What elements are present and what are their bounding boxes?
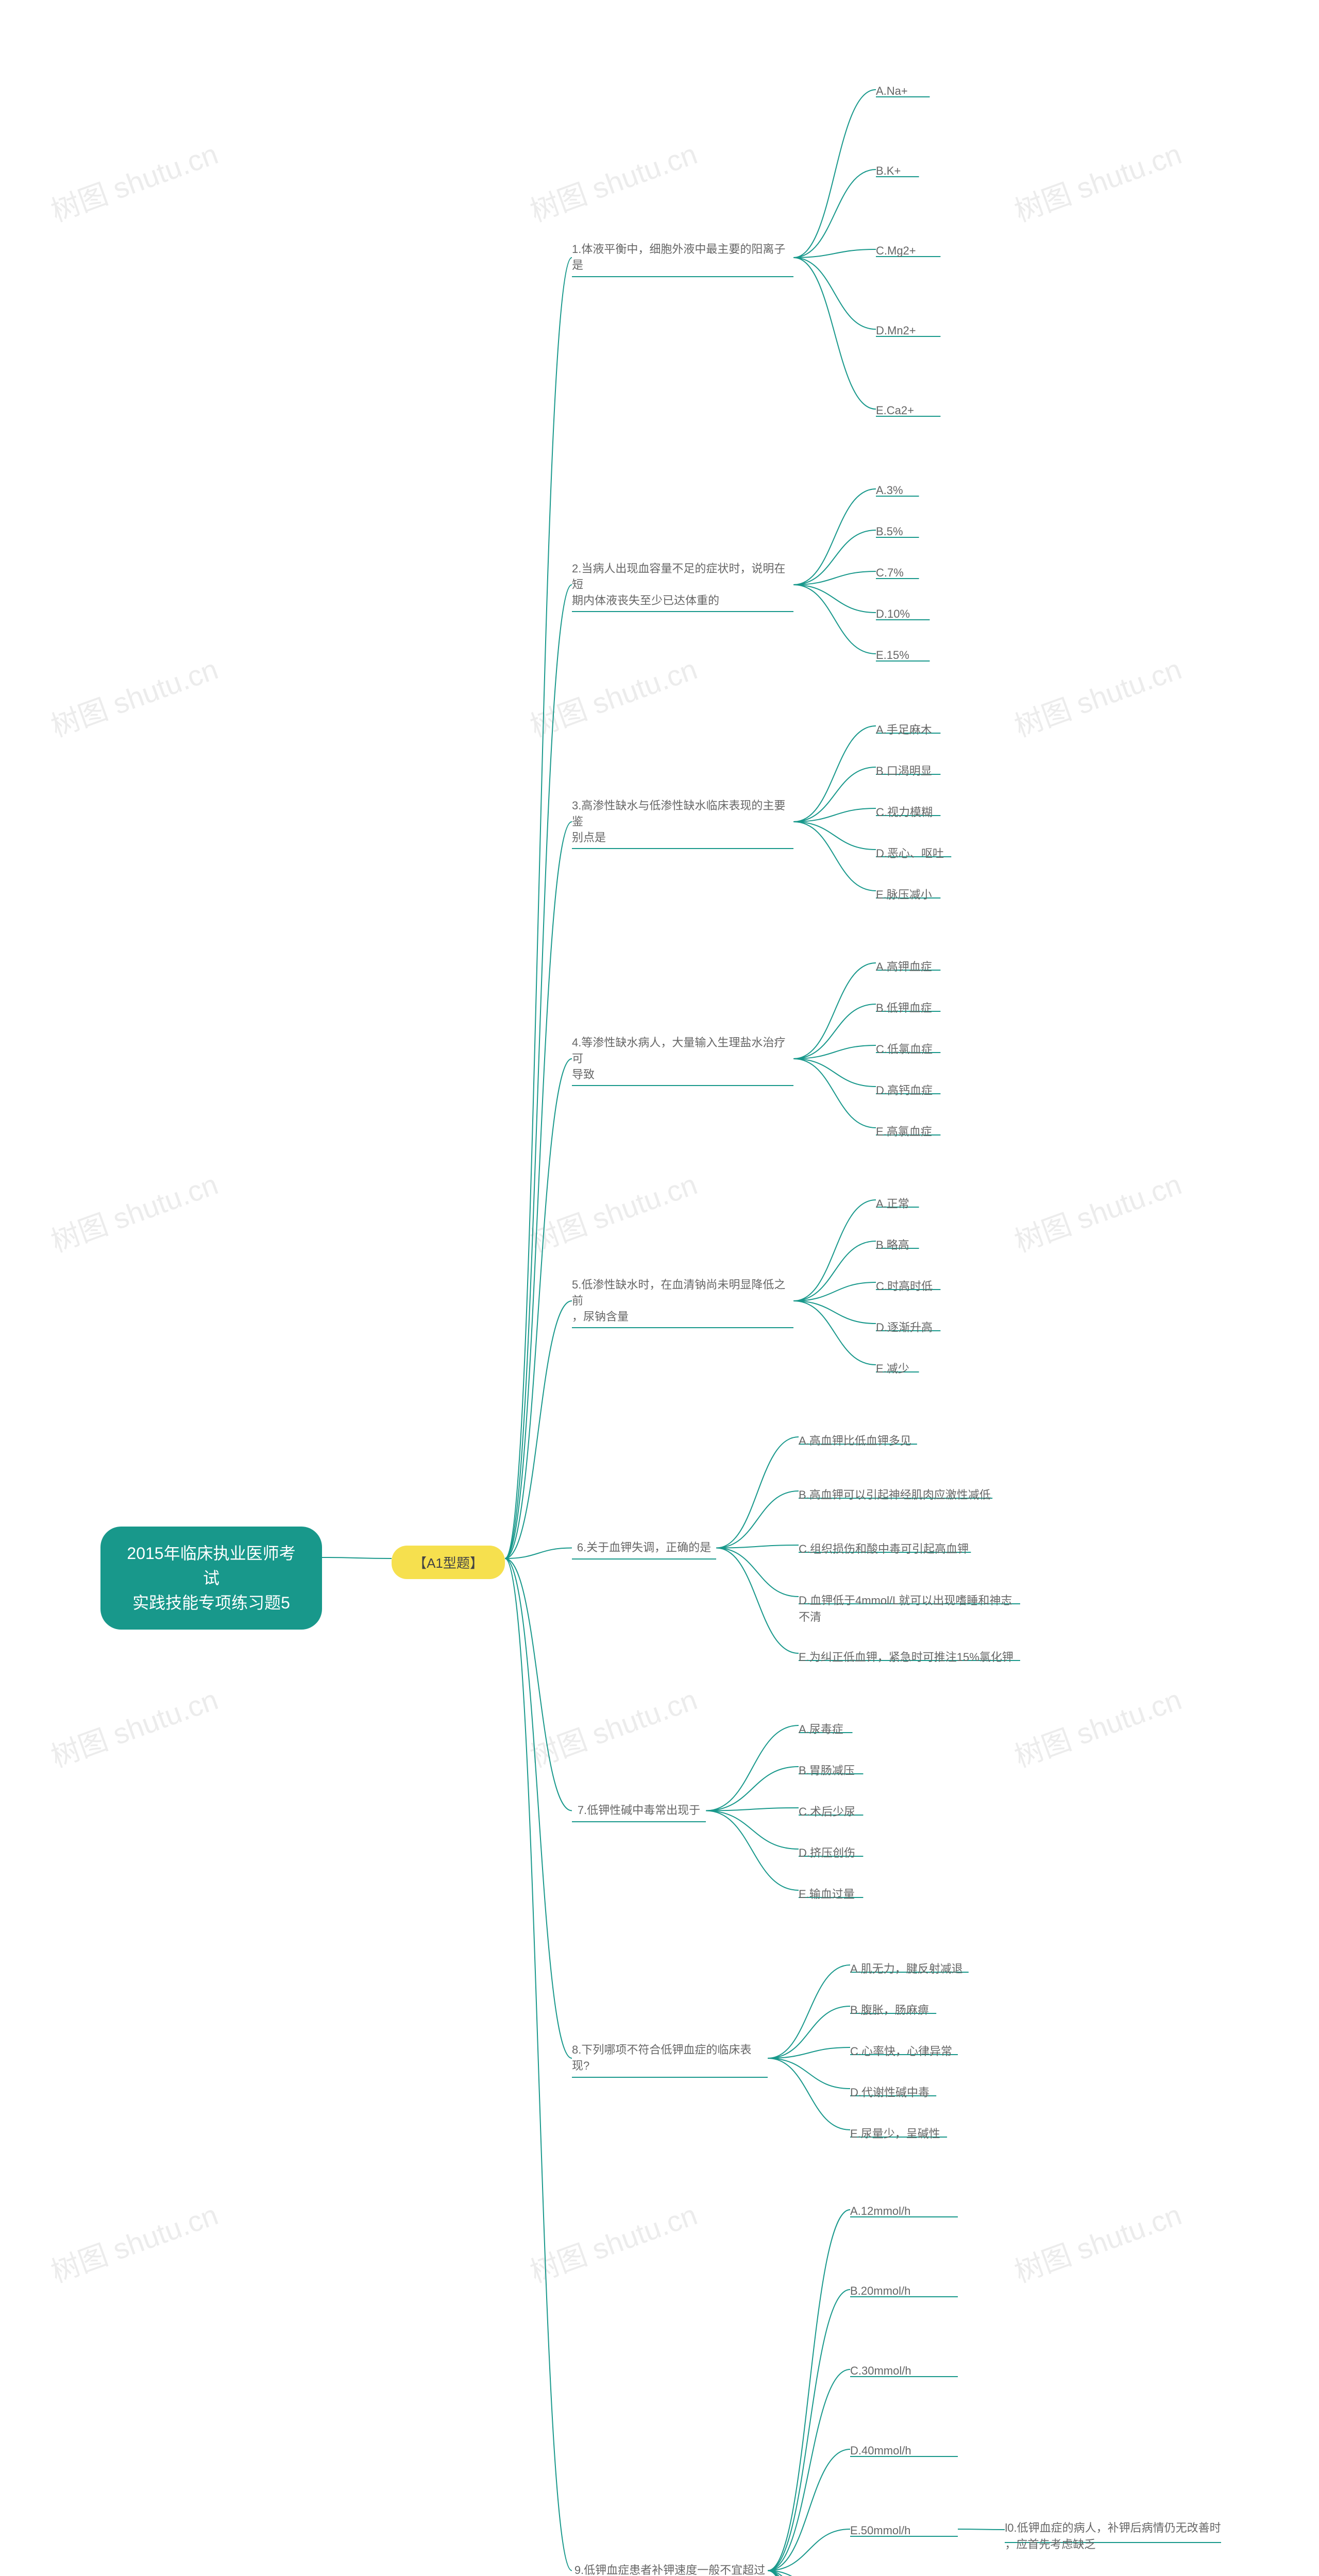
q2-opt-1: B.5%	[876, 523, 903, 540]
q3-opt-3: D.恶心、呕吐	[876, 842, 944, 863]
q2-opt-4: E.15%	[876, 647, 909, 664]
q7-opt-4: E.输血过量	[799, 1883, 855, 1904]
q8-opt-2: C.心率快，心律异常	[850, 2040, 952, 2061]
q8-opt-0: A.肌无力，腱反射减退	[850, 1958, 963, 1978]
q9-opt-4-sub: l0.低钾血症的病人，补钾后病情仍无改善时，应首先考虑缺乏	[1005, 2517, 1221, 2554]
q6-opt-2: C.组织损伤和酸中毒可引起高血钾	[799, 1538, 969, 1558]
q7-opt-2: C.术后少尿	[799, 1801, 855, 1821]
q8-opt-3: D.代谢性碱中毒	[850, 2081, 929, 2102]
q1-opt-0: A.Na+	[876, 82, 908, 100]
q4-opt-4: E.高氯血症	[876, 1121, 932, 1141]
q9-opt-0: A.12mmol/h	[850, 2202, 910, 2220]
q9-opt-3: D.40mmol/h	[850, 2442, 911, 2460]
q5-opt-4: E.减少	[876, 1358, 909, 1378]
q6-opt-4: E.为纠正低血钾，紧急时可推注15%氯化钾	[799, 1646, 1013, 1667]
q7-opt-3: D.挤压创伤	[799, 1842, 855, 1862]
q9-opt-2: C.30mmol/h	[850, 2362, 911, 2380]
q8-opt-1: B.腹胀，肠麻痹	[850, 1999, 929, 2020]
q6-opt-0: A.高血钾比低血钾多见	[799, 1430, 911, 1450]
question-7: 7.低钾性碱中毒常出现于	[572, 1801, 706, 1821]
q9-opt-1: B.20mmol/h	[850, 2282, 910, 2300]
q3-opt-1: B.口渴明显	[876, 760, 932, 781]
q1-opt-2: C.Mg2+	[876, 242, 916, 260]
q1-opt-3: D.Mn2+	[876, 322, 916, 340]
q6-opt-1: B.高血钾可以引起神经肌肉应激性减低	[799, 1484, 991, 1504]
q3-opt-2: C.视力模糊	[876, 801, 933, 822]
q4-opt-3: D.高钙血症	[876, 1079, 933, 1100]
q2-opt-2: C.7%	[876, 564, 904, 582]
question-9: 9.低钾血症患者补钾速度一般不宜超过	[572, 2561, 768, 2576]
q1-opt-1: B.K+	[876, 162, 901, 180]
q2-opt-0: A.3%	[876, 482, 903, 499]
q8-opt-4: E.尿量少，呈碱性	[850, 2123, 940, 2143]
q5-opt-3: D.逐渐升高	[876, 1316, 933, 1337]
q3-opt-4: E.脉压减小	[876, 884, 932, 904]
question-5: 5.低渗性缺水时，在血清钠尚未明显降低之前，尿钠含量	[572, 1275, 793, 1327]
q7-opt-0: A.尿毒症	[799, 1718, 843, 1739]
q9-opt-4: E.50mmol/h	[850, 2522, 910, 2539]
root-node: 2015年临床执业医师考试实践技能专项练习题5	[100, 1527, 322, 1630]
q1-opt-4: E.Ca2+	[876, 402, 914, 419]
question-2: 2.当病人出现血容量不足的症状时，说明在短期内体液丧失至少已达体重的	[572, 559, 793, 611]
q5-opt-1: B.略高	[876, 1234, 909, 1255]
q5-opt-0: A.正常	[876, 1193, 909, 1213]
mindmap-container: 2015年临床执业医师考试实践技能专项练习题5 【A1型题】 1.体液平衡中，细胞外…	[0, 0, 1319, 2576]
q3-opt-0: A.手足麻木	[876, 719, 932, 739]
q5-opt-2: C.时高时低	[876, 1275, 933, 1296]
question-1: 1.体液平衡中，细胞外液中最主要的阳离子是	[572, 240, 793, 276]
question-3: 3.高渗性缺水与低渗性缺水临床表现的主要鉴别点是	[572, 796, 793, 848]
q4-opt-1: B.低钾血症	[876, 997, 932, 1018]
question-4: 4.等渗性缺水病人，大量输入生理盐水治疗可导致	[572, 1033, 793, 1084]
q7-opt-1: B.胃肠减压	[799, 1759, 855, 1780]
q4-opt-0: A.高钾血症	[876, 956, 932, 976]
question-8: 8.下列哪项不符合低钾血症的临床表现?	[572, 2040, 768, 2076]
level1-node: 【A1型题】	[392, 1546, 505, 1579]
q4-opt-2: C.低氯血症	[876, 1038, 933, 1059]
q6-opt-3: D.血钾低于4mmol/L就可以出现嗜睡和神志不清	[799, 1589, 1012, 1626]
q2-opt-3: D.10%	[876, 605, 910, 623]
question-6: 6.关于血钾失调，正确的是	[572, 1538, 716, 1558]
